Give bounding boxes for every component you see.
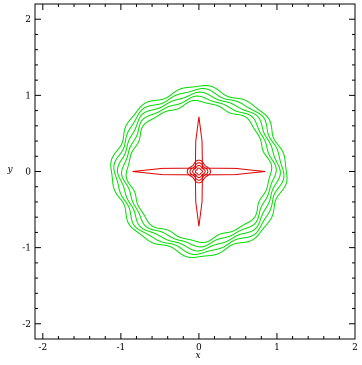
ring-contour [121, 95, 277, 248]
x-tick-label: 2 [352, 343, 358, 353]
y-tick-label: -2 [22, 320, 31, 330]
y-tick-label: 2 [25, 15, 31, 25]
y-tick-label: -1 [22, 244, 31, 254]
x-axis-label: x [195, 351, 200, 361]
center-contour [189, 162, 209, 181]
cross-contour [132, 116, 266, 227]
center-contour [192, 164, 206, 179]
center-contour [186, 159, 212, 184]
ring-contour [125, 99, 273, 244]
y-axis-label: y [6, 165, 13, 175]
x-tick-label: -2 [38, 343, 47, 353]
x-tick-label: 1 [274, 343, 280, 353]
x-tick-label: 0 [196, 343, 202, 353]
contour-lines [110, 85, 288, 258]
axis-ticks [35, 3, 356, 340]
ring-contour [110, 85, 288, 258]
ring-contour [116, 91, 281, 252]
y-tick-label: 1 [25, 91, 31, 101]
tick-labels: -2 -1 0 1 2 -2 -1 0 1 2 [22, 15, 358, 353]
y-tick-label: 0 [25, 168, 31, 178]
x-tick-label: -1 [116, 343, 125, 353]
center-contour [194, 167, 203, 176]
ring-contour [113, 88, 285, 255]
